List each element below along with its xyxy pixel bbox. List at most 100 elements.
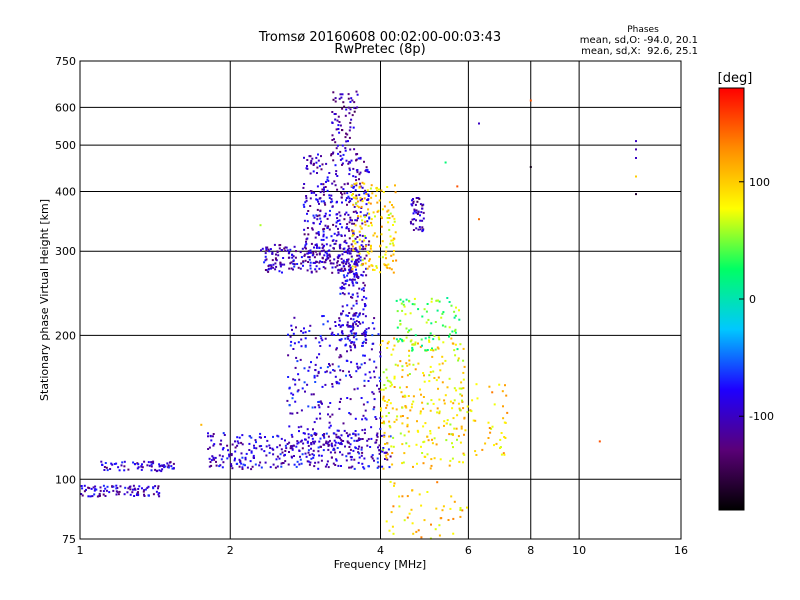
data-point (362, 308, 365, 311)
data-point (291, 435, 294, 438)
data-point (415, 209, 418, 212)
data-point (357, 437, 360, 440)
data-point (338, 219, 341, 222)
data-point (341, 261, 344, 264)
data-point (315, 417, 318, 420)
data-point (324, 224, 327, 227)
data-point (305, 455, 308, 458)
data-point (388, 217, 391, 219)
data-point (299, 440, 302, 443)
data-point (123, 460, 126, 463)
data-point (137, 488, 140, 490)
data-point (359, 322, 362, 325)
data-point (472, 419, 475, 422)
data-point (290, 261, 293, 264)
y-tick-label: 300 (55, 245, 76, 258)
data-point (438, 410, 441, 413)
data-point (302, 264, 304, 267)
data-point (269, 248, 272, 251)
data-point (365, 331, 368, 334)
data-point (284, 460, 287, 463)
data-point (359, 256, 362, 259)
data-point (313, 432, 316, 435)
data-point (152, 493, 155, 496)
chart-subtitle: RwPretec (8p) (334, 42, 425, 57)
data-point (123, 465, 126, 468)
data-point (329, 255, 332, 258)
data-point (297, 426, 300, 429)
data-point (362, 281, 365, 284)
data-point (349, 278, 351, 281)
data-point (411, 522, 414, 525)
data-point (347, 265, 350, 268)
data-point (365, 267, 367, 270)
data-point (416, 462, 418, 465)
data-point (350, 255, 353, 258)
data-point (408, 373, 411, 375)
data-point (362, 270, 365, 273)
data-point (333, 243, 336, 245)
data-point (406, 423, 409, 426)
data-point (359, 259, 362, 262)
data-point (462, 371, 465, 374)
data-point (358, 321, 360, 323)
data-point (357, 447, 360, 450)
data-point (343, 287, 346, 290)
data-point (435, 379, 438, 382)
data-point (305, 247, 307, 250)
data-point (450, 337, 453, 340)
data-point (420, 393, 422, 396)
data-point (412, 395, 415, 398)
data-point (285, 447, 288, 450)
data-point (89, 495, 92, 498)
data-point (419, 214, 421, 217)
data-point (399, 386, 401, 389)
data-point (80, 485, 83, 487)
data-point (300, 256, 303, 259)
data-point (337, 268, 340, 271)
data-point (383, 384, 386, 386)
data-point (295, 250, 297, 253)
data-point (299, 267, 302, 270)
data-point (373, 327, 376, 330)
data-point (221, 455, 224, 458)
data-point (455, 427, 458, 430)
data-point (437, 376, 440, 379)
data-point (350, 198, 353, 200)
data-point (315, 161, 318, 164)
data-point (364, 428, 366, 431)
data-point (275, 265, 278, 268)
data-point (276, 250, 279, 253)
data-point (281, 462, 284, 464)
data-point (326, 366, 329, 369)
data-point (312, 393, 315, 396)
data-point (112, 485, 115, 488)
data-point (373, 317, 376, 320)
data-point (313, 374, 316, 377)
data-point (504, 437, 507, 439)
data-point (309, 155, 312, 158)
data-point (393, 482, 396, 485)
data-point (403, 394, 406, 397)
data-point (371, 391, 374, 394)
data-point (365, 274, 368, 277)
data-point (388, 466, 391, 469)
data-point (409, 340, 412, 343)
data-point (334, 444, 337, 447)
data-point (356, 219, 358, 222)
data-point (364, 315, 367, 318)
data-point (336, 447, 339, 449)
data-point (314, 381, 317, 383)
data-point (407, 331, 410, 334)
data-point (300, 262, 303, 265)
data-point (448, 335, 450, 338)
data-point (414, 203, 417, 206)
data-point (338, 244, 341, 247)
data-point (250, 468, 253, 471)
data-point (303, 432, 306, 435)
data-point (356, 259, 359, 262)
data-point (421, 344, 423, 347)
data-point (475, 383, 478, 386)
data-point (294, 383, 297, 386)
data-point (340, 465, 342, 467)
